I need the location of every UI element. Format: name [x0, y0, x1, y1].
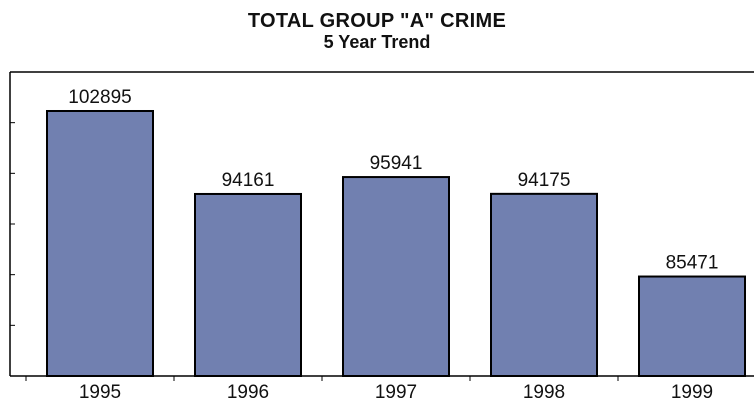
data-label-1997: 95941	[370, 153, 423, 174]
data-label-1995: 102895	[68, 87, 131, 108]
chart-title: TOTAL GROUP "A" CRIME	[247, 10, 507, 32]
x-tick-label-1997: 1997	[375, 382, 417, 400]
chart-subtitle: 5 Year Trend	[323, 32, 431, 52]
data-label-1999: 85471	[666, 253, 719, 274]
chart-title-block: TOTAL GROUP "A" CRIME 5 Year Trend	[0, 10, 754, 52]
x-tick-label-1998: 1998	[523, 382, 565, 400]
x-tick-label-1999: 1999	[671, 382, 713, 400]
data-label-1998: 94175	[518, 170, 571, 191]
bar-1999	[638, 275, 746, 378]
bar-1995	[46, 109, 154, 377]
data-label-1996: 94161	[222, 170, 275, 191]
bar-1996	[194, 192, 302, 377]
data-labels-group: 102895 94161 95941 94175 85471	[68, 87, 718, 274]
bar-1997	[342, 176, 450, 377]
x-tick-labels-group: 1995 1996 1997 1998 1999	[25, 376, 713, 400]
x-tick-label-1996: 1996	[227, 382, 269, 400]
x-tick-label-1995: 1995	[79, 382, 121, 400]
bars-group	[46, 109, 746, 378]
bar-1998	[490, 192, 598, 377]
